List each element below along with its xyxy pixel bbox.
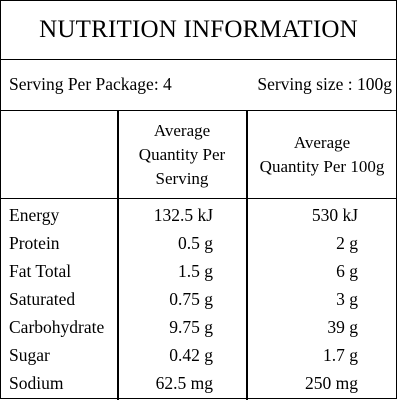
label-title: NUTRITION INFORMATION — [1, 1, 396, 60]
column-header-line: Average — [293, 132, 351, 152]
nutrient-name: Saturated — [9, 288, 76, 309]
table-row: Energy 132.5 kJ 530 kJ — [1, 201, 396, 229]
column-divider — [117, 111, 119, 400]
table-row: Carbohydrate 9.75 g 39 g — [1, 313, 396, 341]
per-serving-value: 132.5 kJ — [153, 204, 213, 225]
nutrient-name: Fat Total — [9, 260, 72, 281]
per-100g-value: 1.7 g — [323, 344, 358, 365]
per-serving-value: 9.75 g — [169, 316, 213, 337]
servings-per-package: Serving Per Package: 4 — [9, 74, 172, 94]
column-header-per-serving: Average Quantity Per Serving — [118, 111, 246, 198]
per-serving-value: 0.75 g — [169, 288, 213, 309]
per-100g-value: 2 g — [336, 232, 358, 253]
per-100g-value: 530 kJ — [311, 204, 358, 225]
table-header: Average Quantity Per Serving Average Qua… — [1, 111, 396, 199]
nutrient-rows: Energy 132.5 kJ 530 kJ Protein 0.5 g 2 g… — [1, 201, 396, 397]
nutrient-name: Protein — [9, 232, 60, 253]
column-header-per-100g: Average Quantity Per 100g — [247, 111, 397, 198]
column-header-line: Quantity Per 100g — [259, 156, 385, 176]
per-serving-value: 1.5 g — [178, 260, 213, 281]
per-100g-value: 39 g — [327, 316, 358, 337]
table-row: Sugar 0.42 g 1.7 g — [1, 341, 396, 369]
per-100g-value: 250 mg — [305, 372, 358, 393]
table-row: Fat Total 1.5 g 6 g — [1, 257, 396, 285]
column-header-line: Serving — [155, 168, 209, 188]
nutrient-name: Carbohydrate — [9, 316, 105, 337]
nutrient-name: Sodium — [9, 372, 64, 393]
table-row: Protein 0.5 g 2 g — [1, 229, 396, 257]
nutrient-name: Sugar — [9, 344, 50, 365]
per-serving-value: 62.5 mg — [155, 372, 213, 393]
serving-size: Serving size : 100g — [257, 74, 392, 94]
table-row: Sodium 62.5 mg 250 mg — [1, 369, 396, 397]
column-header-line: Average — [153, 120, 211, 140]
per-serving-value: 0.42 g — [169, 344, 213, 365]
nutrient-name: Energy — [9, 204, 60, 225]
column-header-line: Quantity Per — [138, 144, 226, 164]
per-100g-value: 6 g — [336, 260, 358, 281]
table-row: Saturated 0.75 g 3 g — [1, 285, 396, 313]
per-100g-value: 3 g — [336, 288, 358, 309]
serving-info-row: Serving Per Package: 4 Serving size : 10… — [1, 59, 396, 111]
column-divider — [246, 111, 248, 400]
per-serving-value: 0.5 g — [178, 232, 213, 253]
